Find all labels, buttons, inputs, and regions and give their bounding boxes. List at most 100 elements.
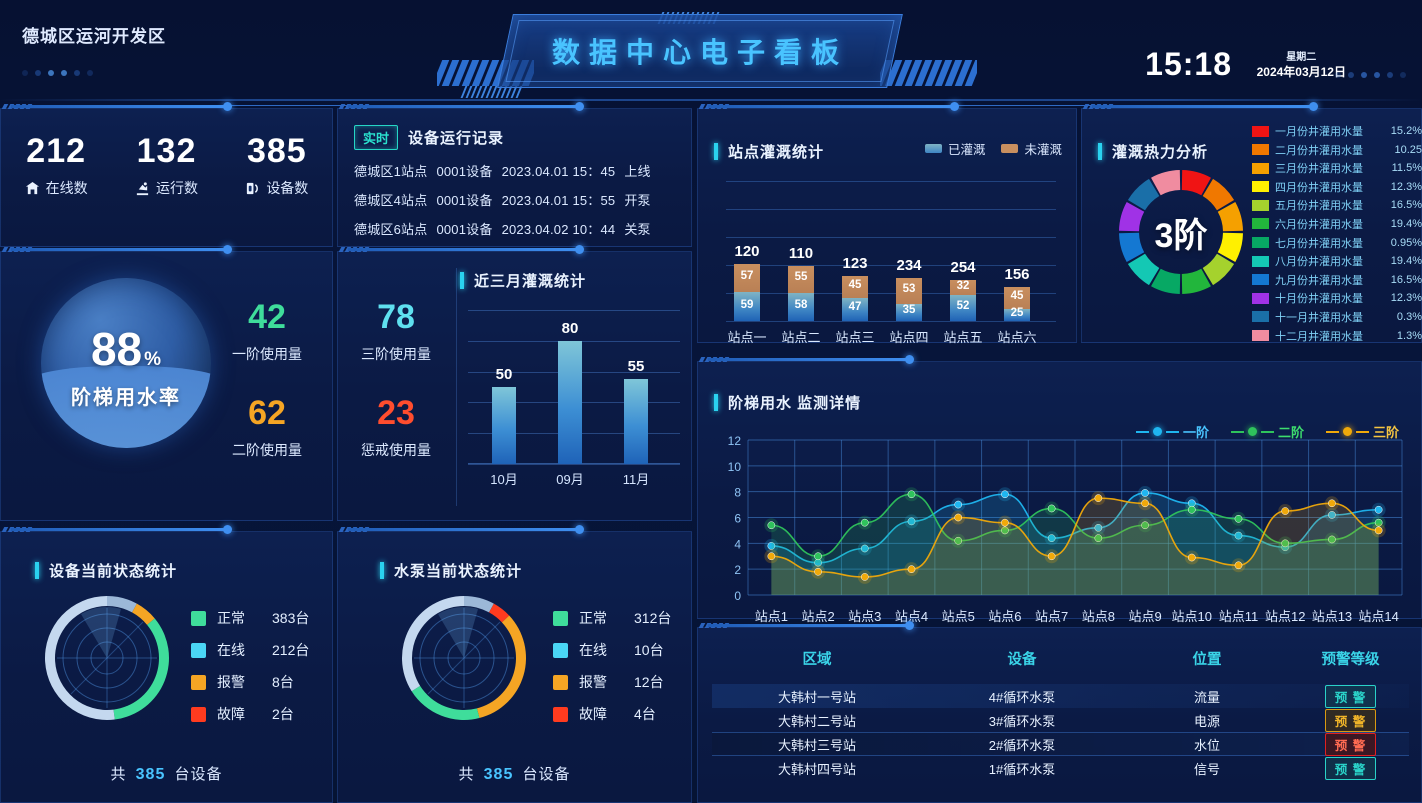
stacked-bar-column[interactable]: 45 47 123 站点三 bbox=[835, 255, 874, 345]
data-point[interactable] bbox=[1234, 531, 1243, 540]
data-point[interactable] bbox=[860, 518, 869, 527]
data-point[interactable] bbox=[1234, 561, 1243, 570]
monitor-legend[interactable]: 一阶 二阶 三阶 bbox=[1135, 422, 1399, 441]
data-point[interactable] bbox=[1001, 526, 1009, 535]
data-point[interactable] bbox=[1047, 504, 1056, 513]
donut-slice[interactable] bbox=[1151, 268, 1181, 294]
donut-slice[interactable] bbox=[1127, 178, 1160, 211]
data-point[interactable] bbox=[1374, 518, 1383, 527]
donut-slice[interactable] bbox=[1119, 232, 1145, 262]
data-point[interactable] bbox=[1328, 499, 1336, 508]
table-row[interactable]: 大韩村四号站 1#循环水泵 信号 预 警 bbox=[712, 756, 1409, 780]
data-point[interactable] bbox=[814, 567, 822, 576]
stacked-bar-column[interactable]: 45 25 156 站点六 bbox=[997, 266, 1036, 345]
data-point[interactable] bbox=[1374, 505, 1383, 514]
data-point[interactable] bbox=[1141, 521, 1149, 530]
data-point[interactable] bbox=[954, 500, 963, 509]
data-point[interactable] bbox=[1234, 514, 1243, 523]
data-point[interactable] bbox=[1094, 494, 1103, 502]
table-row[interactable]: 大韩村二号站 3#循环水泵 电源 预 警 bbox=[712, 708, 1409, 732]
legend-item[interactable]: 三月份井灌用水量 11.5% bbox=[1252, 160, 1422, 176]
donut-slice[interactable] bbox=[1127, 253, 1160, 286]
donut-slice[interactable] bbox=[45, 596, 115, 720]
donut-slice[interactable] bbox=[476, 615, 526, 719]
table-row[interactable]: 大韩村一号站 4#循环水泵 流量 预 警 bbox=[712, 684, 1409, 708]
legend-item-tier3[interactable]: 三阶 bbox=[1325, 422, 1399, 441]
data-point[interactable] bbox=[907, 517, 916, 526]
data-point[interactable] bbox=[954, 536, 963, 545]
legend-item-normal[interactable]: 正常 383台 bbox=[191, 608, 309, 628]
donut-slice[interactable] bbox=[1202, 178, 1235, 211]
legend-item-online[interactable]: 在线 10台 bbox=[553, 640, 671, 660]
stacked-bar-column[interactable]: 55 58 110 站点二 bbox=[781, 245, 820, 346]
stacked-bar-column[interactable]: 53 35 234 站点四 bbox=[889, 257, 928, 345]
donut-slice[interactable] bbox=[464, 596, 494, 613]
data-point[interactable] bbox=[1328, 511, 1336, 519]
legend-item[interactable]: 七月份井灌用水量 0.95% bbox=[1252, 235, 1422, 251]
legend-item-alarm[interactable]: 报警 12台 bbox=[553, 672, 671, 692]
data-point[interactable] bbox=[1281, 507, 1290, 515]
data-point[interactable] bbox=[1094, 523, 1103, 532]
data-point[interactable] bbox=[767, 542, 776, 550]
data-point[interactable] bbox=[1187, 553, 1196, 562]
data-point[interactable] bbox=[767, 521, 776, 530]
legend-item-tier2[interactable]: 二阶 bbox=[1230, 422, 1304, 441]
legend-item[interactable]: 四月份井灌用水量 12.3% bbox=[1252, 179, 1422, 195]
legend-item[interactable]: 十一月井灌用水量 0.3% bbox=[1252, 309, 1422, 325]
legend-item[interactable]: 十二月井灌用水量 1.3% bbox=[1252, 328, 1422, 344]
legend-item-online[interactable]: 在线 212台 bbox=[191, 640, 309, 660]
data-point[interactable] bbox=[954, 513, 963, 522]
legend-item[interactable]: 一月份井灌用水量 15.2% bbox=[1252, 123, 1422, 139]
heat-legend[interactable]: 一月份井灌用水量 15.2% 二月份井灌用水量 10.25 三月份井灌用水量 11.5% 四… bbox=[1252, 123, 1422, 346]
data-point[interactable] bbox=[1281, 539, 1290, 548]
data-point[interactable] bbox=[1374, 526, 1383, 535]
legend-item[interactable]: 五月份井灌用水量 16.5% bbox=[1252, 197, 1422, 213]
pump-status-legend[interactable]: 正常 312台 在线 10台 报警 12台 故障 4台 bbox=[553, 608, 671, 736]
legend-item[interactable]: 九月份井灌用水量 16.5% bbox=[1252, 272, 1422, 288]
data-point[interactable] bbox=[1047, 534, 1056, 543]
data-point[interactable] bbox=[1141, 499, 1149, 508]
donut-slice[interactable] bbox=[1119, 202, 1145, 232]
bar-column[interactable]: 50 10月 bbox=[490, 366, 517, 487]
data-point[interactable] bbox=[814, 552, 822, 561]
data-point[interactable] bbox=[1187, 505, 1196, 514]
donut-slice[interactable] bbox=[1181, 268, 1211, 294]
legend-item-fault[interactable]: 故障 4台 bbox=[553, 704, 671, 724]
donut-slice[interactable] bbox=[402, 596, 464, 692]
data-point[interactable] bbox=[1001, 490, 1009, 499]
donut-slice[interactable] bbox=[489, 603, 510, 623]
data-point[interactable] bbox=[767, 552, 776, 561]
legend-item[interactable]: 六月份井灌用水量 19.4% bbox=[1252, 216, 1422, 232]
legend-item-irrigated[interactable]: 已灌溉 bbox=[924, 139, 985, 158]
donut-slice[interactable] bbox=[1217, 202, 1243, 232]
bar-column[interactable]: 80 09月 bbox=[556, 320, 583, 487]
donut-slice[interactable] bbox=[1181, 170, 1211, 196]
legend-item-fault[interactable]: 故障 2台 bbox=[191, 704, 309, 724]
donut-slice[interactable] bbox=[1151, 170, 1181, 196]
stacked-bar-column[interactable]: 57 59 120 站点一 bbox=[727, 243, 766, 345]
donut-slice[interactable] bbox=[1217, 232, 1243, 262]
donut-slice[interactable] bbox=[411, 685, 480, 720]
donut-slice[interactable] bbox=[113, 618, 169, 720]
stacked-bar-column[interactable]: 32 52 254 站点五 bbox=[943, 259, 982, 345]
device-status-legend[interactable]: 正常 383台 在线 212台 报警 8台 故障 2台 bbox=[191, 608, 309, 736]
data-point[interactable] bbox=[907, 565, 916, 574]
data-point[interactable] bbox=[1094, 534, 1103, 543]
data-point[interactable] bbox=[1141, 489, 1149, 497]
legend-item-alarm[interactable]: 报警 8台 bbox=[191, 672, 309, 692]
bar-column[interactable]: 55 11月 bbox=[623, 358, 650, 487]
data-point[interactable] bbox=[1047, 552, 1056, 561]
data-point[interactable] bbox=[1001, 518, 1009, 527]
donut-slice[interactable] bbox=[107, 596, 137, 613]
donut-slice[interactable] bbox=[1202, 253, 1235, 286]
legend-item-tier1[interactable]: 一阶 bbox=[1135, 422, 1209, 441]
data-point[interactable] bbox=[860, 544, 869, 553]
legend-item[interactable]: 二月份井灌用水量 10.25 bbox=[1252, 142, 1422, 158]
legend-item-normal[interactable]: 正常 312台 bbox=[553, 608, 671, 628]
donut-slice[interactable] bbox=[132, 603, 155, 625]
table-row[interactable]: 大韩村三号站 2#循环水泵 水位 预 警 bbox=[712, 732, 1409, 756]
data-point[interactable] bbox=[1328, 535, 1336, 544]
legend-item-not-irrigated[interactable]: 未灌溉 bbox=[1001, 139, 1062, 158]
station-irrigation-legend[interactable]: 已灌溉 未灌溉 bbox=[924, 139, 1062, 158]
legend-item[interactable]: 八月份井灌用水量 19.4% bbox=[1252, 253, 1422, 269]
